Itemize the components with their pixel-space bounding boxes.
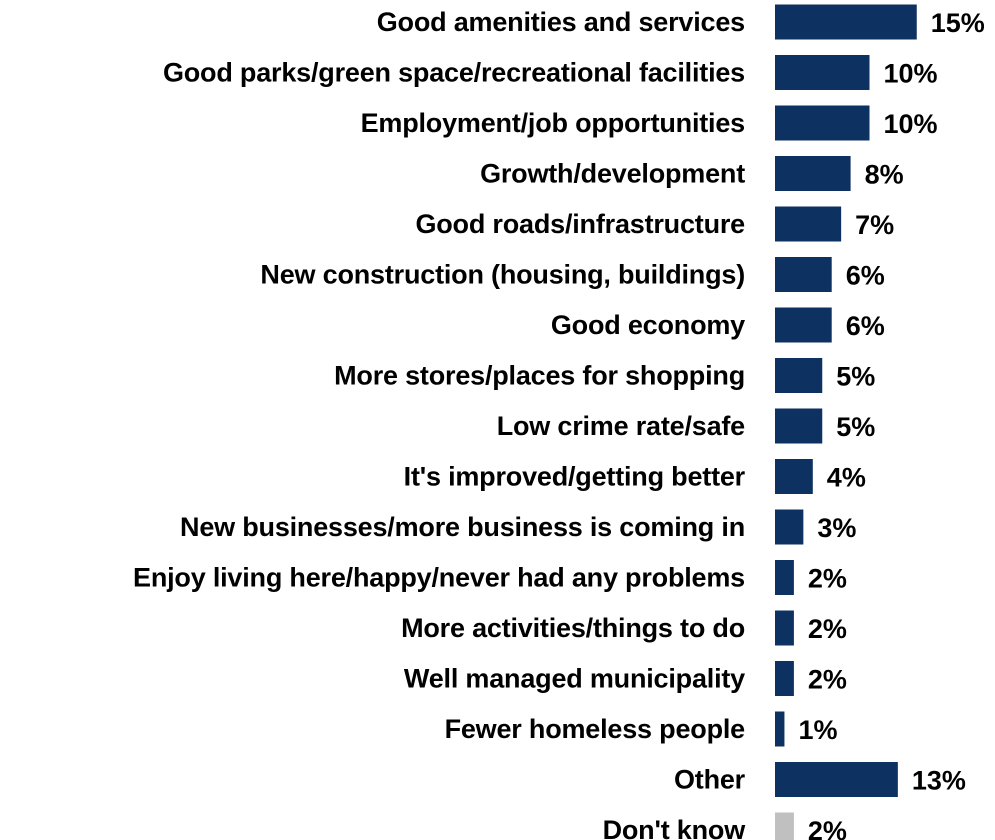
value-label: 2% [808,614,847,644]
category-label: More stores/places for shopping [334,361,745,391]
value-label: 2% [808,816,847,840]
bar [775,762,898,797]
value-label: 2% [808,564,847,594]
category-label: It's improved/getting better [404,462,746,492]
value-label: 6% [846,261,885,291]
bar [775,257,832,292]
value-label: 10% [884,59,938,89]
bar [775,358,823,393]
category-label: Other [674,765,746,795]
category-label: Good roads/infrastructure [415,209,745,239]
value-label: 15% [931,8,985,38]
category-label: Good economy [551,310,745,340]
bar [775,812,794,840]
bar [775,4,917,40]
bar [775,55,870,90]
category-label: More activities/things to do [401,613,745,643]
bar [775,206,842,242]
category-label: Enjoy living here/happy/never had any pr… [133,563,745,593]
value-label: 4% [827,463,866,493]
value-label: 6% [846,311,885,341]
bar [775,711,785,747]
value-label: 10% [884,109,938,139]
bar [775,307,832,343]
value-label: 3% [817,513,856,543]
bar [775,509,804,545]
value-label: 1% [798,715,837,745]
bar [775,408,823,444]
category-label: Fewer homeless people [445,714,746,744]
value-label: 5% [836,362,875,392]
category-label: Good parks/green space/recreational faci… [163,58,745,88]
bar [775,560,794,595]
value-label: 2% [808,665,847,695]
value-label: 7% [855,210,894,240]
category-label: Well managed municipality [404,664,745,694]
category-label: Low crime rate/safe [497,411,745,441]
value-label: 8% [865,160,904,190]
bar [775,661,794,696]
bar [775,459,813,494]
bar [775,156,851,191]
value-label: 5% [836,412,875,442]
category-label: Don't know [603,815,747,840]
category-label: Good amenities and services [377,7,745,37]
category-label: Growth/development [480,159,745,189]
category-label: Employment/job opportunities [361,108,745,138]
category-label: New businesses/more business is coming i… [180,512,745,542]
bar [775,105,870,141]
category-label: New construction (housing, buildings) [260,260,745,290]
value-label: 13% [912,766,966,796]
bar [775,610,794,646]
